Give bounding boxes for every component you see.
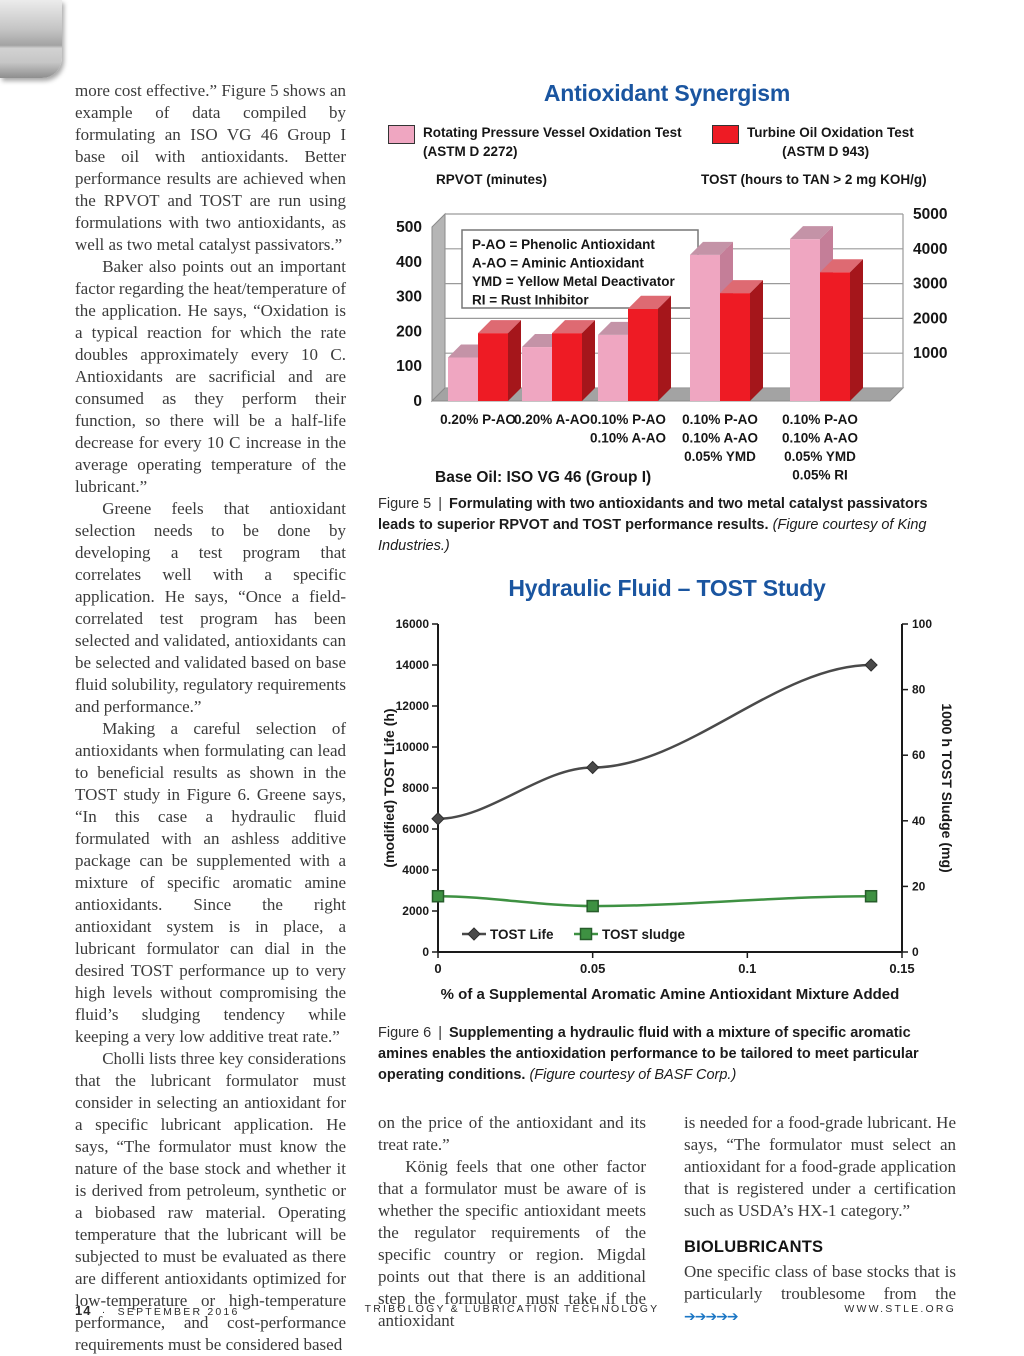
figure6-chart: Hydraulic Fluid – TOST Study 0 2000 4000 60… [378, 575, 956, 1017]
bottom-text-columns: on the price of the antioxidant and its … [378, 1112, 956, 1332]
svg-text:500: 500 [396, 219, 422, 236]
svg-text:0: 0 [422, 945, 429, 959]
continuation-arrows-icon: ➔➔➔➔➔ [684, 1309, 739, 1326]
svg-text:% of a Supplemental Aromatic A: % of a Supplemental Aromatic Amine Antio… [441, 986, 900, 1003]
figure6-caption: Figure 6 | Supplementing a hydraulic fluid… [378, 1023, 956, 1086]
caption-cap-sep: | [438, 496, 442, 512]
figures-region: Antioxidant Synergism Rotating Pressure … [378, 80, 956, 1332]
figure5-chart: Antioxidant Synergism Rotating Pressure … [378, 80, 956, 488]
caption-cap-italic: (Figure courtesy of BASF Corp.) [529, 1067, 737, 1084]
body-paragraph: more cost effective.” Figure 5 shows an … [75, 81, 346, 254]
body-paragraph: Making a careful selection of antioxidan… [75, 719, 346, 1046]
svg-text:60: 60 [912, 748, 926, 762]
page-corner-tab [0, 0, 62, 78]
body-paragraph: Baker also points out an important facto… [75, 257, 346, 496]
right-text-column: is needed for a food-grade lubricant. He… [684, 1112, 956, 1332]
right-axis-caption: TOST (hours to TAN > 2 mg KOH/g) [701, 172, 927, 187]
svg-text:0.20% A-AO: 0.20% A-AO [514, 412, 590, 427]
svg-text:0.1: 0.1 [738, 961, 756, 976]
svg-text:0: 0 [413, 393, 422, 410]
svg-text:40: 40 [912, 814, 926, 828]
svg-text:0.05% RI: 0.05% RI [792, 468, 848, 483]
footer-website: WWW.STLE.ORG [844, 1303, 956, 1315]
figure6-line-plot: 0 2000 4000 6000 8000 10000 12000 14000 16000 0 20… [381, 617, 955, 1003]
body-paragraph: König feels that one other factor that a… [378, 1157, 646, 1331]
svg-text:3000: 3000 [913, 276, 947, 293]
middle-text-column: on the price of the antioxidant and its … [378, 1112, 646, 1332]
svg-text:0.05% YMD: 0.05% YMD [684, 449, 756, 464]
svg-text:10000: 10000 [396, 740, 430, 754]
svg-text:4000: 4000 [402, 863, 429, 877]
svg-text:0.10% A-AO: 0.10% A-AO [682, 431, 758, 446]
svg-text:A-AO = Aminic Antioxidant: A-AO = Aminic Antioxidant [472, 256, 644, 271]
svg-text:5000: 5000 [913, 206, 947, 223]
svg-text:20: 20 [912, 879, 926, 893]
body-paragraph: Cholli lists three key considerations th… [75, 1049, 346, 1354]
svg-text:0.05% YMD: 0.05% YMD [784, 449, 856, 464]
footer-issue: 14 · SEPTEMBER 2016 [75, 1303, 240, 1318]
svg-text:14000: 14000 [396, 658, 430, 672]
svg-text:300: 300 [396, 289, 422, 306]
svg-text:200: 200 [396, 323, 422, 340]
caption-cap-bold: Formulating with two antioxidants and tw… [378, 496, 928, 534]
caption-cap-label: Figure 5 [378, 496, 432, 512]
svg-text:TOST Life: TOST Life [490, 927, 554, 942]
svg-text:YMD = Yellow Metal Deactivato: YMD = Yellow Metal Deactivator [472, 274, 675, 289]
legend-item-rpvot: Rotating Pressure Vessel Oxidation Test(… [388, 124, 682, 162]
red-swatch-icon [712, 125, 739, 144]
svg-text:0.15: 0.15 [889, 961, 914, 976]
svg-text:0.10% P-AO: 0.10% P-AO [682, 412, 758, 427]
legend-item-tost: Turbine Oil Oxidation Test (ASTM D 943) [712, 124, 914, 162]
svg-text:0.10% P-AO: 0.10% P-AO [782, 412, 858, 427]
body-paragraph: Greene feels that antioxidant selection … [75, 499, 346, 716]
svg-text:400: 400 [396, 254, 422, 271]
page-footer: 14 · SEPTEMBER 2016 TRIBOLOGY & LUBRICAT… [0, 1303, 1024, 1323]
svg-text:80: 80 [912, 683, 926, 697]
caption-cap-label: Figure 6 [378, 1025, 432, 1042]
left-text-column: more cost effective.” Figure 5 shows an … [75, 80, 346, 1356]
footer-journal: TRIBOLOGY & LUBRICATION TECHNOLOGY [364, 1303, 660, 1315]
left-axis-caption: RPVOT (minutes) [436, 172, 548, 187]
svg-text:4000: 4000 [913, 241, 947, 258]
svg-text:TOST sludge: TOST sludge [602, 927, 686, 942]
body-paragraph: is needed for a food-grade lubricant. He… [684, 1113, 956, 1221]
legend-label: Rotating Pressure Vessel Oxidation Test(… [423, 125, 682, 159]
legend-label: Turbine Oil Oxidation Test (ASTM D 943) [747, 125, 914, 159]
caption-cap-sep: | [438, 1025, 442, 1042]
svg-text:16000: 16000 [396, 617, 430, 631]
svg-text:0.10% A-AO: 0.10% A-AO [782, 431, 858, 446]
section-heading: BIOLUBRICANTS [684, 1238, 824, 1257]
figure5-caption: Figure 5 | Formulating with two antioxidan… [378, 494, 956, 557]
svg-text:(modified) TOST Life (h): (modified) TOST Life (h) [381, 708, 397, 867]
svg-text:12000: 12000 [396, 699, 430, 713]
caption-cap-bold: Supplementing a hydraulic fluid with a m… [378, 1025, 919, 1084]
pink-swatch-icon [388, 125, 415, 144]
svg-text:0: 0 [434, 961, 441, 976]
svg-text:0.10% P-AO: 0.10% P-AO [590, 412, 666, 427]
svg-text:0.10% A-AO: 0.10% A-AO [590, 431, 666, 446]
svg-text:1000 h TOST Sludge (mg): 1000 h TOST Sludge (mg) [939, 703, 955, 872]
svg-text:2000: 2000 [913, 310, 947, 327]
figure5-title: Antioxidant Synergism [543, 80, 791, 106]
svg-text:1000: 1000 [913, 345, 947, 362]
svg-text:100: 100 [396, 358, 422, 375]
svg-text:Base Oil: ISO VG 46 (Group I): Base Oil: ISO VG 46 (Group I) [435, 469, 651, 486]
figure6-title: Hydraulic Fluid – TOST Study [508, 575, 826, 602]
body-paragraph: on the price of the antioxidant and its … [378, 1113, 646, 1155]
caption-cap-italic: (Figure courtesy of King Industries.) [378, 517, 927, 555]
svg-text:8000: 8000 [402, 781, 429, 795]
svg-text:0: 0 [912, 945, 919, 959]
figure5-bar-plot: 0 100 200 300 400 500 1000 2000 3000 4000 5000 P-AO… [396, 206, 947, 486]
body-paragraph: One specific class of base stocks that i… [684, 1262, 956, 1326]
svg-text:100: 100 [912, 617, 932, 631]
svg-text:P-AO = Phenolic Antioxidant: P-AO = Phenolic Antioxidant [472, 237, 655, 252]
svg-text:2000: 2000 [402, 904, 429, 918]
svg-text:6000: 6000 [402, 822, 429, 836]
svg-text:0.05: 0.05 [580, 961, 605, 976]
svg-text:0.20% P-AO: 0.20% P-AO [440, 412, 516, 427]
svg-text:RI = Rust Inhibitor: RI = Rust Inhibitor [472, 293, 589, 308]
